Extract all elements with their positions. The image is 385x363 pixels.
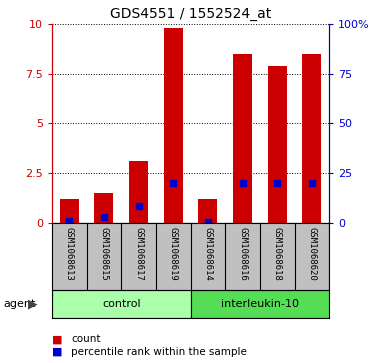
Bar: [94, 193, 114, 223]
Text: interleukin-10: interleukin-10: [221, 299, 299, 309]
Text: control: control: [102, 299, 141, 309]
Bar: [198, 199, 218, 223]
Text: GSM1068614: GSM1068614: [203, 227, 213, 280]
Bar: [268, 65, 287, 223]
Bar: [52, 290, 191, 318]
Text: GSM1068613: GSM1068613: [65, 227, 74, 280]
Bar: [233, 53, 252, 223]
Text: percentile rank within the sample: percentile rank within the sample: [71, 347, 247, 357]
Bar: [60, 199, 79, 223]
Text: GSM1068618: GSM1068618: [273, 227, 282, 280]
Bar: [164, 28, 183, 223]
Text: GSM1068616: GSM1068616: [238, 227, 247, 280]
Text: GSM1068619: GSM1068619: [169, 227, 178, 280]
Bar: [302, 53, 321, 223]
Text: GSM1068620: GSM1068620: [307, 227, 316, 280]
Bar: [191, 290, 346, 318]
Text: ▶: ▶: [28, 298, 38, 310]
Text: agent: agent: [4, 299, 36, 309]
Title: GDS4551 / 1552524_at: GDS4551 / 1552524_at: [110, 7, 271, 21]
Text: GSM1068615: GSM1068615: [99, 227, 109, 280]
Text: ■: ■: [52, 347, 62, 357]
Text: GSM1068617: GSM1068617: [134, 227, 143, 280]
Text: count: count: [71, 334, 101, 344]
Text: ■: ■: [52, 334, 62, 344]
Bar: [129, 161, 148, 223]
